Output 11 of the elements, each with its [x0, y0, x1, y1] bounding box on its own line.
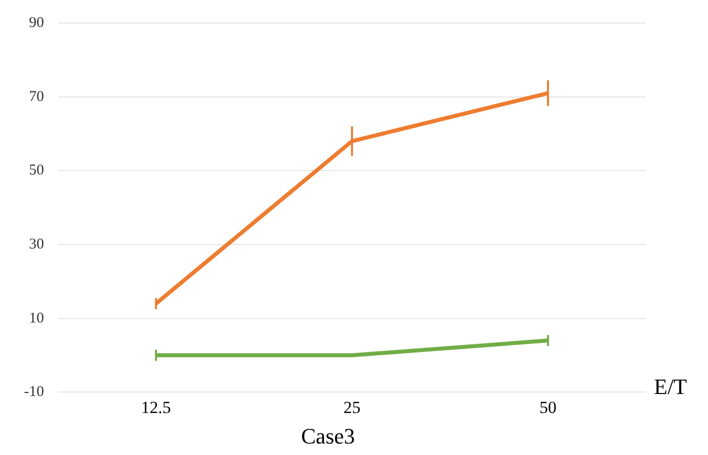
y-tick-label: 90 — [28, 14, 44, 31]
x-tick-label: 25 — [344, 398, 360, 417]
y-tick-label: -10 — [24, 384, 44, 400]
text: Case3 — [301, 424, 355, 449]
y-tick-label: 30 — [28, 236, 44, 252]
x-tick-label: 12.5 — [141, 398, 171, 417]
y-tick-label: 50 — [28, 162, 44, 179]
x-tick-label: 50 — [540, 398, 556, 417]
y-tick-label: 10 — [28, 310, 44, 326]
y-tick-label: 70 — [28, 88, 44, 105]
x-axis-title: E/T — [654, 374, 688, 399]
